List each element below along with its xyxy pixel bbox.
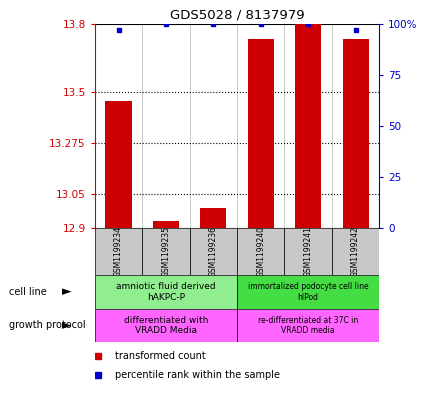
Text: transformed count: transformed count <box>114 351 205 361</box>
Text: GSM1199235: GSM1199235 <box>161 226 170 277</box>
Bar <box>142 228 189 275</box>
Bar <box>105 101 131 228</box>
Text: ►: ► <box>62 285 71 298</box>
Bar <box>342 39 368 228</box>
Text: GSM1199236: GSM1199236 <box>209 226 217 277</box>
Bar <box>247 39 273 228</box>
Bar <box>237 309 378 342</box>
Text: growth protocol: growth protocol <box>9 320 85 330</box>
Bar <box>295 24 320 228</box>
Text: cell line: cell line <box>9 287 46 297</box>
Title: GDS5028 / 8137979: GDS5028 / 8137979 <box>169 8 304 21</box>
Text: differentiated with
VRADD Media: differentiated with VRADD Media <box>123 316 208 335</box>
Bar <box>284 228 331 275</box>
Text: re-differentiated at 37C in
VRADD media: re-differentiated at 37C in VRADD media <box>258 316 357 335</box>
Bar <box>95 309 237 342</box>
Bar <box>95 228 142 275</box>
Bar <box>331 228 378 275</box>
Bar <box>237 275 378 309</box>
Text: ►: ► <box>62 319 71 332</box>
Bar <box>237 228 284 275</box>
Text: amniotic fluid derived
hAKPC-P: amniotic fluid derived hAKPC-P <box>116 282 215 301</box>
Text: GSM1199240: GSM1199240 <box>256 226 264 277</box>
Bar <box>189 228 236 275</box>
Text: immortalized podocyte cell line
hIPod: immortalized podocyte cell line hIPod <box>247 282 368 301</box>
Bar <box>200 208 226 228</box>
Text: GSM1199241: GSM1199241 <box>303 226 312 277</box>
Bar <box>153 221 178 228</box>
Text: GSM1199234: GSM1199234 <box>114 226 123 277</box>
Text: percentile rank within the sample: percentile rank within the sample <box>114 370 279 380</box>
Text: GSM1199242: GSM1199242 <box>350 226 359 277</box>
Bar <box>95 275 237 309</box>
